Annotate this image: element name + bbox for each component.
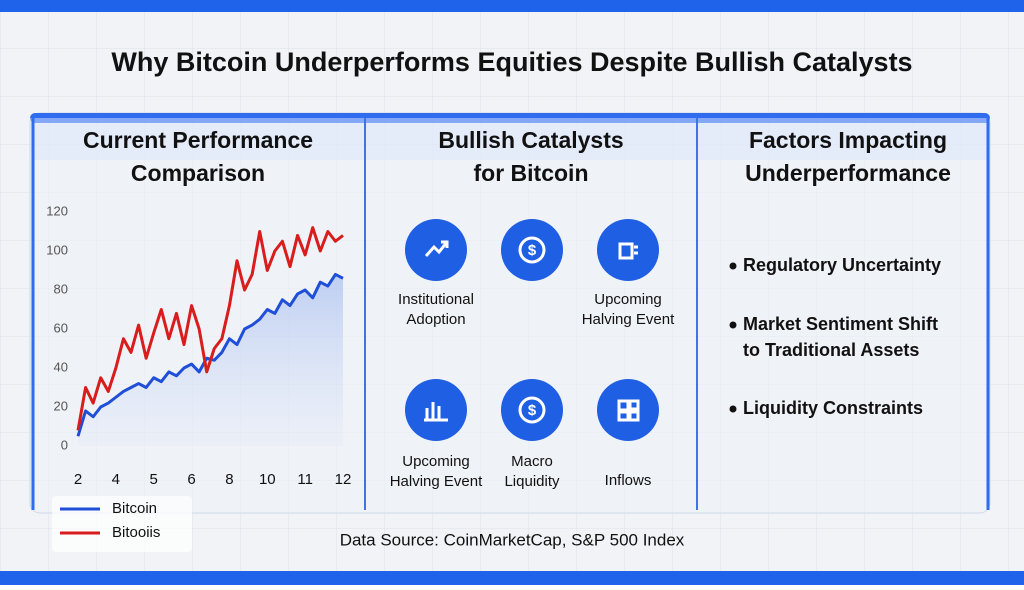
factor-text: Liquidity Constraints — [743, 398, 923, 418]
icon-glyph: $ — [528, 242, 537, 259]
panel-heading: Current Performance — [83, 127, 313, 153]
header-shade — [30, 118, 990, 160]
icon-glyph — [424, 402, 448, 422]
legend-label: Bitooiis — [112, 524, 160, 541]
catalyst-label: Liquidity — [504, 473, 560, 490]
x-tick-label: 12 — [335, 471, 352, 488]
top-bar — [0, 0, 1024, 12]
y-tick-label: 60 — [54, 320, 68, 335]
y-tick-label: 120 — [46, 203, 68, 218]
catalyst-label: Upcoming — [594, 291, 662, 308]
panel-heading: for Bitcoin — [474, 160, 589, 186]
y-tick-label: 100 — [46, 242, 68, 257]
legend-label: Bitcoin — [112, 500, 157, 517]
icon-glyph — [518, 236, 546, 264]
x-tick-label: 5 — [150, 471, 158, 488]
x-tick-label: 11 — [297, 471, 313, 488]
y-tick-label: 80 — [54, 281, 68, 296]
icon-glyph: $ — [528, 402, 537, 419]
catalyst-icon — [501, 379, 563, 441]
catalyst-label: Macro — [511, 453, 553, 470]
y-tick-label: 20 — [54, 398, 68, 413]
y-tick-label: 40 — [54, 359, 68, 374]
catalyst-icon — [597, 219, 659, 281]
panel-heading: Comparison — [131, 160, 265, 186]
x-tick-label: 10 — [259, 471, 276, 488]
y-tick-label: 0 — [61, 437, 68, 452]
bottom-bar — [0, 571, 1024, 585]
bullet — [729, 405, 737, 413]
series-line — [76, 226, 344, 431]
factor-text: to Traditional Assets — [743, 340, 919, 360]
factor-text: Market Sentiment Shift — [743, 314, 938, 334]
x-tick-label: 4 — [112, 471, 120, 488]
x-tick-label: 2 — [74, 471, 82, 488]
source-note: Data Source: CoinMarketCap, S&P 500 Inde… — [340, 530, 685, 549]
factor-text: Regulatory Uncertainty — [743, 255, 941, 275]
x-tick-label: 6 — [187, 471, 195, 488]
panel-heading: Bullish Catalysts — [438, 127, 623, 153]
panel-heading: Underperformance — [745, 160, 951, 186]
catalyst-label: Inflows — [605, 472, 652, 489]
catalyst-label: Halving Event — [390, 473, 483, 490]
catalyst-icon — [501, 219, 563, 281]
icon-glyph — [618, 242, 638, 260]
catalyst-icon — [405, 379, 467, 441]
bullet — [729, 262, 737, 270]
catalyst-label: Adoption — [406, 311, 465, 328]
catalyst-label: Halving Event — [582, 311, 675, 328]
icon-glyph — [424, 240, 449, 257]
panel-heading: Factors Impacting — [749, 127, 947, 153]
x-tick-label: 8 — [225, 471, 233, 488]
title: Why Bitcoin Underperforms Equities Despi… — [111, 47, 912, 77]
catalyst-label: Institutional — [398, 291, 474, 308]
catalyst-label: Upcoming — [402, 453, 470, 470]
icon-glyph — [617, 399, 640, 422]
icon-glyph — [518, 396, 546, 424]
bullet — [729, 321, 737, 329]
